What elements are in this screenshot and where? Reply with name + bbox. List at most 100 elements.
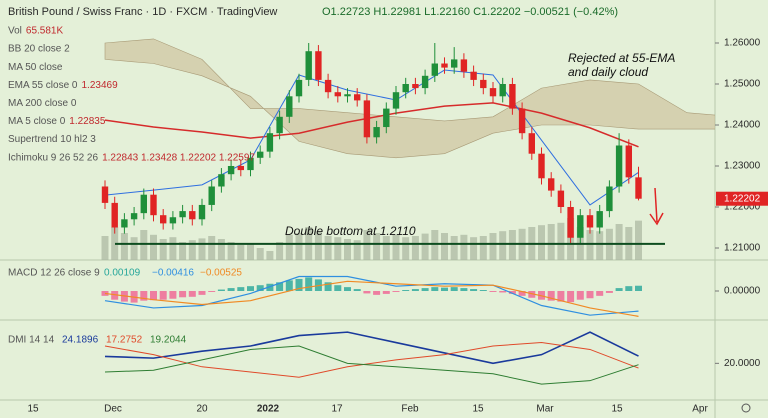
macd-histogram-bar [295,278,303,291]
candle-body [266,133,274,152]
volume-bar [450,236,458,260]
x-tick-label: 2022 [257,404,280,415]
x-tick-label: 15 [611,404,623,415]
volume-bar [140,230,148,260]
legend-name: BB 20 close 2 [8,44,70,55]
volume-bar [538,225,545,260]
macd-histogram-bar [508,291,516,294]
candle-body [480,79,487,89]
macd-histogram-bar [169,291,177,299]
overlay: British Pound / Swiss Franc · 1D · FXCM … [8,6,768,415]
candle-body [557,190,565,207]
macd-histogram-bar [615,288,623,291]
legend-value: 65.581K [26,26,64,37]
volume-bar [111,227,119,260]
legend-name: EMA 55 close 0 [8,80,78,91]
x-tick-label: Dec [104,404,122,415]
candle-body [218,174,225,187]
macd-histogram-bar [256,285,264,291]
macd-label: MACD 12 26 close 9 [8,268,100,279]
volume-bar [373,233,381,260]
macd-histogram-bar [334,285,342,291]
volume-bar [101,236,109,260]
macd-reading: −0.00525 [200,268,242,279]
macd-histogram-bar [518,291,526,296]
volume-bar [508,230,516,260]
volume-bar [431,230,439,260]
legend-name: Vol [8,26,22,37]
ichimoku-line [104,69,639,206]
macd-histogram-bar [557,291,565,302]
candle-body [324,79,332,93]
macd-line [104,275,639,316]
y-tick-label: 1.25000 [724,79,761,90]
y-tick-label: 1.22000 [724,202,761,213]
volume-bar [295,233,303,260]
volume-bar [479,236,487,260]
volume-bar [441,233,448,260]
volume-bar [266,251,274,260]
dmi-line [104,342,639,378]
macd-histogram-bar [208,291,216,292]
candle-body [276,116,283,134]
volume-bar [547,224,555,260]
legend-value: 1.23469 [81,80,118,91]
candle-body [334,92,341,97]
dmi-label: DMI 14 14 [8,335,55,346]
volume-bar [217,239,225,260]
volume-bar [460,234,468,260]
volume-bar [150,234,157,260]
volume-bar [208,236,216,260]
volume-bar [227,242,235,260]
volume-bar [421,233,429,260]
volume-bar [256,248,264,260]
volume-bar [237,245,245,260]
candle-body [625,145,632,178]
y-tick-label: 1.26000 [724,38,761,49]
volume-bar [363,230,371,260]
macd-histogram-bar [460,288,468,291]
dmi-reading: 17.2752 [106,335,143,346]
volume-bar [635,220,642,260]
x-tick-label: 20 [196,404,208,415]
candle-body [451,59,458,68]
ichimoku-cloud [104,38,715,159]
down-arrow [649,187,664,226]
macd-histogram-bar [586,291,594,299]
macd-histogram-bar [431,287,439,291]
candle-body [101,186,109,203]
candle-body [140,194,147,214]
ohlc-readout: O1.22723 H1.22981 L1.22160 C1.22202 −0.0… [322,6,618,18]
macd-histogram-bar [159,291,167,300]
candle-body [431,63,438,76]
dmi-reading: 19.2044 [150,335,187,346]
dmi-line [104,345,639,385]
macd-histogram-bar [382,291,390,294]
macd-histogram-bar [150,291,157,301]
volume-bar [402,237,410,260]
candle-body [548,178,555,191]
x-tick-label: 17 [331,404,343,415]
macd-histogram-bar [324,282,332,291]
macd-histogram-bar [353,289,361,291]
candle-body [392,92,400,109]
legend-name: Supertrend 10 hl2 3 [8,134,96,145]
ema-line [104,102,639,148]
macd-histogram-bar [402,290,410,291]
macd-histogram-bar [411,289,419,291]
volume-bar [159,239,167,260]
candle-body [538,153,545,179]
macd-histogram-bar [237,287,245,291]
candle-body [586,215,594,228]
volume-bar [344,239,351,260]
macd-histogram-bar [576,291,584,300]
candle-body [489,88,497,97]
settings-icon[interactable] [741,403,751,413]
chart-title: British Pound / Swiss Franc · 1D · FXCM … [8,6,277,18]
macd-histogram-bar [547,291,555,301]
plot-area [101,38,715,385]
candle-body [470,71,477,80]
macd-histogram-bar [227,288,235,291]
annotation: and daily cloud [568,65,648,79]
